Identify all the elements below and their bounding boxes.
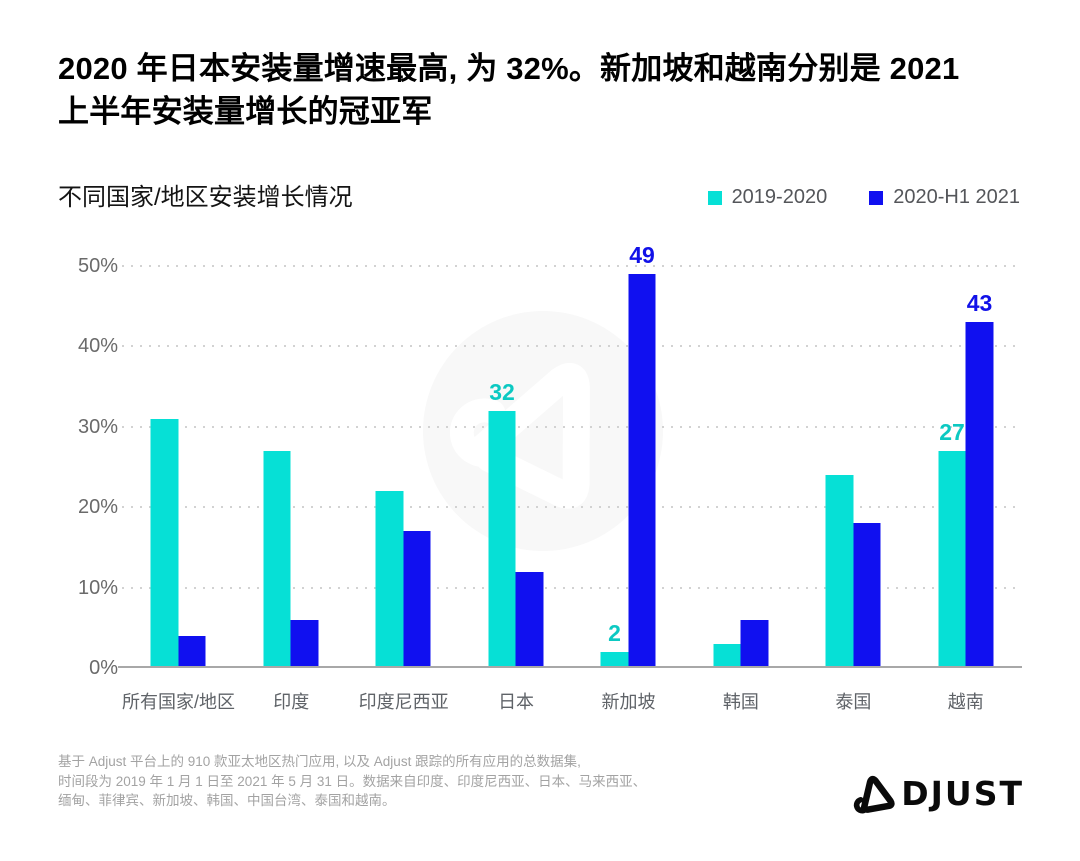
bar-groups: 32 2 49 27 43 [122,242,1023,668]
bar-value-label: 32 [489,378,515,405]
bar-pair [713,619,769,668]
y-tick-0%: 0% [89,657,118,679]
x-tick-3: 日本 [498,692,535,712]
legend-label: 2020-H1 2021 [893,186,1020,208]
bar-series0-cat7: 27 [938,419,966,668]
bar-group-0 [122,266,235,668]
bar-pair [150,418,206,668]
bar-series1-cat7: 43 [965,290,994,668]
legend-label: 2019-2020 [731,186,828,208]
bar-series1-cat0 [178,635,206,668]
bar-value-label: 27 [939,418,965,445]
x-tick-0: 所有国家/地区 [122,692,236,712]
x-tick-7: 越南 [947,692,984,712]
bar-pair: 27 43 [938,290,994,668]
adjust-logo: DJUST [847,770,1024,816]
source-note: 基于 Adjust 平台上的 910 款亚太地区热门应用, 以及 Adjust … [58,752,646,811]
y-tick-20%: 20% [77,496,118,519]
bar-value-label: 49 [629,242,655,269]
x-axis-line [118,666,1022,668]
y-tick-10%: 10% [77,576,118,599]
gridline-40 [122,345,1020,348]
bar-pair [375,491,431,668]
source-note-line-2: 时间段为 2019 年 1 月 1 日至 2021 年 5 月 31 日。数据来… [58,773,647,789]
legend: 2019-2020 2020-H1 2021 [707,186,1020,209]
bar-group-7: 27 43 [910,266,1023,668]
x-tick-4: 新加坡 [601,692,656,712]
bar-series1-cat2 [403,531,431,668]
adjust-logo-a-icon [854,775,895,814]
bar-value-label: 43 [966,290,993,317]
chart-title: 不同国家/地区安装增长情况 [58,184,353,211]
bar-series0-cat0 [150,418,179,668]
bar-group-6 [797,266,910,668]
bar-pair: 2 49 [600,242,656,668]
bar-series0-cat6 [825,475,854,668]
gridline-50 [122,265,1020,267]
headline-line-1: 2020 年日本安装量增速最高, 为 32%。新加坡和越南分别是 2021 [58,51,960,86]
headline: 2020 年日本安装量增速最高, 为 32%。新加坡和越南分别是 2021 上半… [58,47,978,133]
bar-group-5 [685,266,798,668]
x-tick-2: 印度尼西亚 [358,692,449,712]
gridline-20 [122,506,1020,509]
bar-series0-cat5 [713,643,741,668]
bar-series0-cat2 [375,491,404,668]
bar-series0-cat3: 32 [488,379,516,668]
x-tick-5: 韩国 [722,692,759,712]
gridline-30 [122,425,1020,428]
y-tick-40%: 40% [77,335,118,358]
source-note-line-3: 缅甸、菲律宾、新加坡、韩国、中国台湾、泰国和越南。 [58,793,396,808]
x-tick-1: 印度 [273,692,310,712]
adjust-mark-icon [449,363,590,509]
legend-item-2020-h1-2021: 2020-H1 2021 [869,186,1020,209]
bar-series1-cat4: 49 [628,242,656,668]
headline-line-2: 上半年安装量增长的冠亚军 [58,94,433,129]
adjust-watermark [423,311,663,551]
y-tick-30%: 30% [77,415,118,438]
bar-series1-cat1 [290,619,319,668]
bar-group-3: 32 [460,266,573,668]
x-axis-labels: 所有国家/地区 印度 印度尼西亚 日本 新加坡 韩国 泰国 越南 [122,688,1022,714]
y-tick-50%: 50% [77,255,118,277]
bar-series1-cat3 [515,571,544,668]
bar-series0-cat1 [263,450,291,668]
bar-series1-cat6 [853,523,881,668]
legend-swatch-teal [707,190,722,205]
bar-group-4: 2 49 [572,242,685,668]
gridline-10 [122,586,1020,589]
bar-group-1 [235,266,348,668]
source-note-line-1: 基于 Adjust 平台上的 910 款亚太地区热门应用, 以及 Adjust … [58,754,581,769]
x-tick-6: 泰国 [835,692,872,712]
bar-pair [263,450,319,668]
bar-pair: 32 [488,379,544,668]
adjust-logo-text: DJUST [901,773,1024,813]
bar-value-label: 2 [608,619,621,646]
bar-group-2 [347,266,460,668]
bar-pair [825,475,881,668]
bar-series1-cat5 [740,619,769,668]
legend-item-2019-2020: 2019-2020 [707,186,828,209]
bar-series0-cat4: 2 [600,620,629,668]
legend-swatch-blue [869,190,884,205]
